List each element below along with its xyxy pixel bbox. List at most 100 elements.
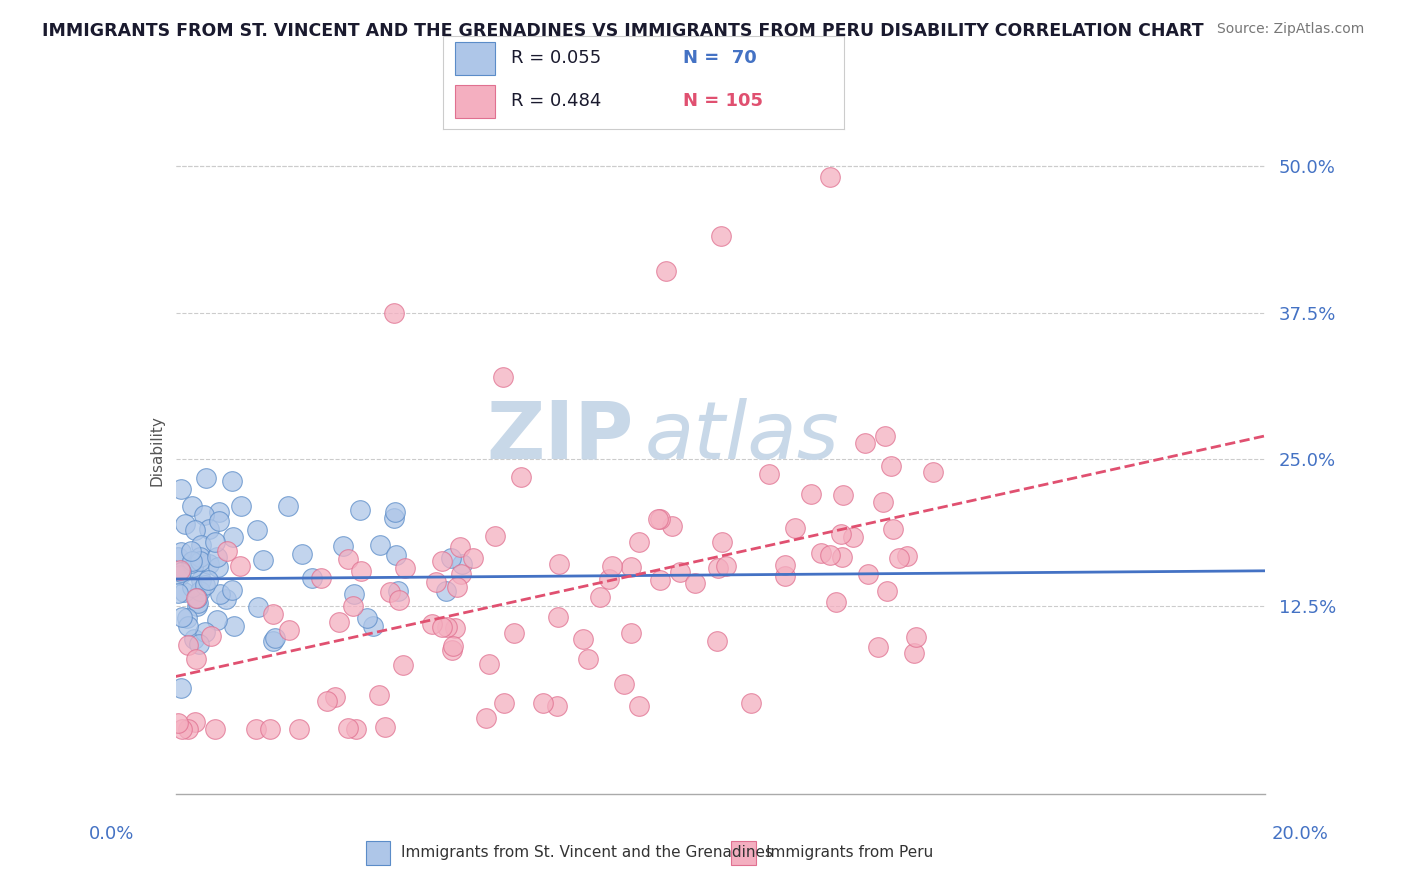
Point bbox=[392, 658, 415, 673]
Point bbox=[188, 553, 211, 567]
Point bbox=[169, 567, 191, 582]
Point bbox=[195, 471, 218, 485]
Point bbox=[200, 629, 222, 643]
Point bbox=[183, 632, 205, 646]
Point bbox=[342, 599, 364, 614]
Point bbox=[810, 546, 832, 560]
Point bbox=[221, 583, 243, 598]
Point bbox=[344, 723, 367, 737]
Point bbox=[205, 550, 228, 565]
Point bbox=[547, 557, 569, 571]
Point bbox=[478, 657, 501, 672]
Point bbox=[167, 586, 190, 600]
Point bbox=[316, 693, 339, 707]
Point bbox=[190, 573, 212, 587]
Point bbox=[208, 514, 231, 528]
Point bbox=[648, 573, 671, 587]
Point bbox=[758, 467, 780, 481]
Point bbox=[247, 600, 270, 615]
Point bbox=[922, 466, 945, 480]
Point bbox=[710, 534, 733, 549]
Point bbox=[349, 503, 371, 517]
Point bbox=[170, 482, 193, 496]
Point bbox=[484, 529, 506, 543]
Point bbox=[221, 474, 243, 488]
Point bbox=[184, 591, 207, 605]
Point bbox=[832, 488, 855, 502]
Point bbox=[882, 522, 904, 536]
Point bbox=[368, 688, 391, 702]
Point bbox=[170, 565, 193, 579]
Point bbox=[492, 696, 515, 710]
Point bbox=[323, 690, 346, 705]
Point bbox=[683, 576, 706, 591]
Point bbox=[177, 638, 200, 652]
Point bbox=[208, 505, 231, 519]
Point bbox=[170, 681, 193, 696]
Point bbox=[186, 591, 208, 605]
Text: Source: ZipAtlas.com: Source: ZipAtlas.com bbox=[1216, 22, 1364, 37]
Point bbox=[855, 435, 877, 450]
Point bbox=[198, 522, 221, 536]
Point bbox=[311, 571, 333, 585]
Point bbox=[669, 565, 692, 579]
Point bbox=[510, 470, 533, 484]
Point bbox=[245, 723, 267, 737]
Point bbox=[773, 569, 796, 583]
Point bbox=[194, 624, 217, 639]
Point bbox=[301, 571, 323, 585]
Point bbox=[180, 556, 202, 570]
Text: 0.0%: 0.0% bbox=[89, 825, 134, 843]
Point bbox=[246, 523, 269, 537]
Point bbox=[336, 721, 359, 735]
Point bbox=[825, 595, 848, 609]
Text: N =  70: N = 70 bbox=[683, 49, 756, 67]
Point bbox=[170, 545, 193, 559]
Point bbox=[169, 563, 191, 577]
Point bbox=[866, 640, 889, 654]
Point bbox=[572, 632, 595, 646]
Point bbox=[215, 591, 238, 606]
Point bbox=[598, 572, 620, 586]
Point bbox=[661, 519, 683, 533]
Text: R = 0.484: R = 0.484 bbox=[510, 92, 602, 111]
Point bbox=[374, 721, 396, 735]
Point bbox=[205, 613, 228, 627]
Point bbox=[193, 578, 215, 592]
Point bbox=[349, 564, 371, 578]
FancyBboxPatch shape bbox=[731, 841, 756, 864]
Text: Immigrants from St. Vincent and the Grenadines: Immigrants from St. Vincent and the Gren… bbox=[401, 846, 773, 860]
Point bbox=[441, 639, 464, 653]
Point bbox=[262, 607, 284, 622]
Point bbox=[208, 587, 231, 601]
FancyBboxPatch shape bbox=[366, 841, 391, 864]
Point bbox=[887, 551, 910, 566]
Point bbox=[546, 698, 568, 713]
Point bbox=[830, 527, 852, 541]
Point bbox=[277, 499, 299, 513]
Point bbox=[259, 723, 281, 737]
Point bbox=[896, 549, 918, 563]
Point bbox=[380, 585, 402, 599]
Point bbox=[181, 580, 204, 594]
Point bbox=[831, 550, 853, 565]
Point bbox=[450, 567, 472, 582]
Point bbox=[740, 696, 762, 710]
Point bbox=[229, 559, 252, 574]
Point bbox=[714, 558, 737, 573]
Point bbox=[655, 264, 678, 278]
Point bbox=[198, 558, 221, 572]
Point bbox=[706, 634, 728, 648]
Point bbox=[221, 530, 243, 544]
Text: Immigrants from Peru: Immigrants from Peru bbox=[766, 846, 934, 860]
Point bbox=[356, 611, 378, 625]
Point bbox=[197, 574, 219, 588]
Point bbox=[204, 534, 226, 549]
Point bbox=[180, 544, 202, 558]
Point bbox=[332, 539, 354, 553]
Point bbox=[620, 559, 643, 574]
Point bbox=[589, 590, 612, 604]
Point bbox=[475, 710, 498, 724]
Point bbox=[905, 630, 928, 644]
Point bbox=[773, 558, 796, 572]
